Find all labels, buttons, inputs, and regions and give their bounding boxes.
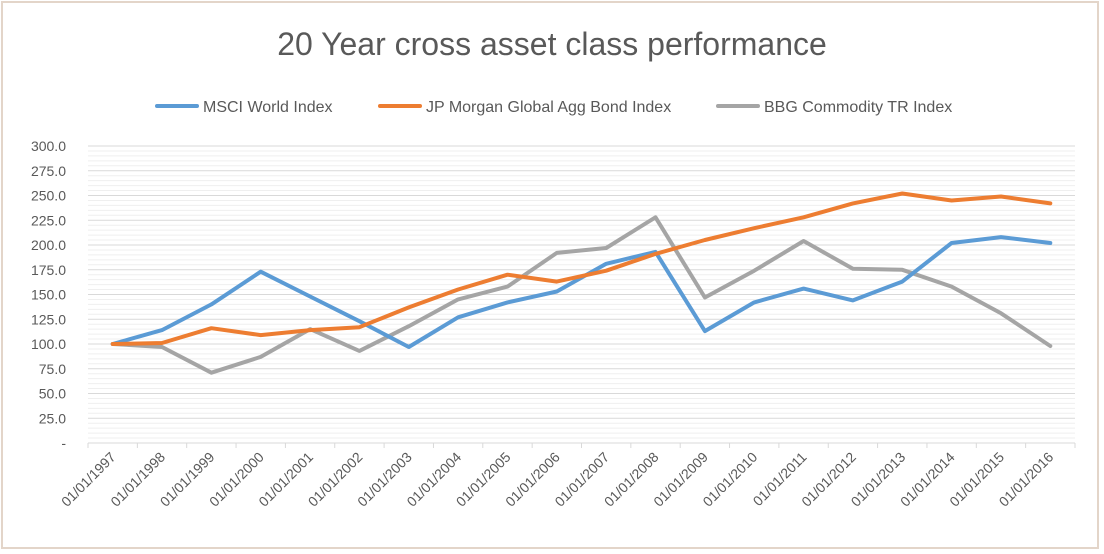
- y-tick-label: 50.0: [39, 386, 66, 402]
- legend-label: JP Morgan Global Agg Bond Index: [426, 99, 671, 116]
- y-tick-label: 300.0: [31, 138, 66, 154]
- legend: MSCI World Index JP Morgan Global Agg Bon…: [155, 99, 952, 116]
- legend-label: BBG Commodity TR Index: [764, 99, 952, 116]
- y-tick-label: 200.0: [31, 237, 66, 253]
- y-tick-labels: - 25.0 50.0 75.0 100.0 125.0 150.0 175.0 200.0 22…: [31, 138, 66, 451]
- y-tick-label: 150.0: [31, 287, 66, 303]
- series-line-1: [110, 235, 1053, 349]
- y-tick-label: 75.0: [39, 361, 66, 377]
- y-tick-label: 25.0: [39, 410, 66, 426]
- y-tick-label: 125.0: [31, 311, 66, 327]
- y-tick-label: 275.0: [31, 163, 66, 179]
- y-tick-label: -: [61, 435, 66, 451]
- y-tick-label: 225.0: [31, 212, 66, 228]
- series-line-2: [110, 191, 1053, 346]
- gridlines: [88, 145, 1075, 444]
- legend-label: MSCI World Index: [203, 99, 333, 116]
- y-tick-label: 250.0: [31, 188, 66, 204]
- y-tick-label: 100.0: [31, 336, 66, 352]
- series-lines: [110, 191, 1053, 375]
- x-tick-labels: 01/01/199701/01/199801/01/199901/01/2000…: [58, 449, 1057, 510]
- chart-title: 20 Year cross asset class performance: [277, 26, 827, 62]
- y-tick-label: 175.0: [31, 262, 66, 278]
- series-line-3: [110, 215, 1053, 375]
- axes: [87, 442, 1076, 448]
